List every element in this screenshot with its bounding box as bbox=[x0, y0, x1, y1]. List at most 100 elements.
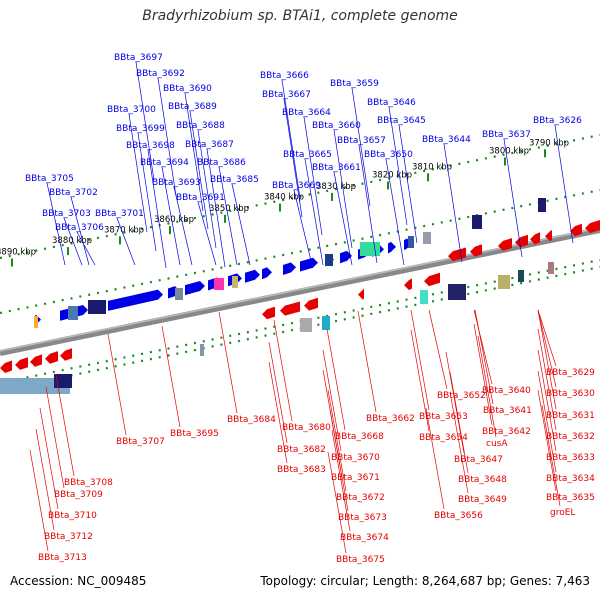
top-label-leader bbox=[218, 166, 238, 266]
top-gene-label: BBta_3664 bbox=[282, 108, 331, 118]
top-label-leader bbox=[385, 158, 405, 266]
bottom-gene-label: BBta_3629 bbox=[546, 368, 595, 378]
top-gene-label: BBta_3689 bbox=[168, 102, 217, 112]
bottom-gene-label: BBta_3671 bbox=[331, 473, 380, 483]
top-gene-label: BBta_3701 bbox=[95, 209, 144, 219]
feature-block bbox=[68, 306, 78, 320]
reverse-gene-arrow bbox=[262, 306, 275, 320]
feature-block bbox=[498, 275, 510, 289]
reverse-gene-arrow bbox=[60, 348, 72, 361]
bottom-gene-label: BBta_3673 bbox=[338, 513, 387, 523]
feature-block bbox=[423, 232, 431, 244]
reverse-gene-arrow bbox=[45, 351, 58, 364]
bottom-gene-label: BBta_3632 bbox=[546, 432, 595, 442]
feature-block bbox=[175, 288, 183, 300]
feature-block bbox=[518, 270, 524, 282]
top-gene-label: BBta_3705 bbox=[25, 174, 74, 184]
top-label-leader bbox=[503, 138, 523, 258]
reverse-gene-arrow bbox=[515, 234, 528, 248]
top-gene-label: BBta_3657 bbox=[337, 136, 386, 146]
feature-block bbox=[538, 198, 546, 212]
genome-axis bbox=[0, 227, 600, 356]
top-label-leader bbox=[161, 166, 181, 266]
bottom-gene-label: BBta_3682 bbox=[277, 445, 326, 455]
top-label-leader bbox=[76, 231, 96, 266]
topology-text: Topology: circular; Length: 8,264,687 bp… bbox=[260, 574, 590, 588]
bottom-gene-label: BBta_3656 bbox=[434, 511, 483, 521]
top-gene-label: BBta_3669 bbox=[272, 181, 321, 191]
bottom-gene-label: BBta_3712 bbox=[44, 532, 93, 542]
top-label-leader bbox=[283, 98, 303, 218]
top-gene-label: BBta_3665 bbox=[283, 150, 332, 160]
bottom-label-leader bbox=[357, 310, 377, 413]
gene-labels: BBta_3697 BBta_3692 BBta_3690 BBta_3700 BBta… bbox=[25, 53, 595, 565]
bottom-label-leader bbox=[107, 333, 127, 436]
bottom-gene-label: groEL bbox=[550, 508, 575, 518]
feature-block bbox=[325, 254, 333, 266]
bottom-gene-label: BBta_3662 bbox=[366, 414, 415, 424]
bottom-gene-label: BBta_3642 bbox=[482, 427, 531, 437]
top-label-leader bbox=[231, 183, 251, 266]
bottom-label-leader bbox=[35, 428, 55, 531]
reverse-gene-arrow bbox=[545, 229, 552, 242]
top-label-leader bbox=[173, 186, 193, 266]
bottom-label-leader bbox=[322, 349, 342, 452]
scale-tick-label: 3840 kbp bbox=[264, 193, 304, 203]
bottom-label-leader bbox=[537, 309, 557, 410]
top-gene-label: BBta_3667 bbox=[262, 90, 311, 100]
bottom-label-leader bbox=[326, 328, 346, 431]
top-label-leader bbox=[351, 87, 371, 207]
reverse-gene-arrow bbox=[404, 278, 412, 291]
bottom-gene-label: BBta_3668 bbox=[335, 432, 384, 442]
reverse-gene-arrow bbox=[585, 220, 600, 234]
bottom-gene-label: BBta_3631 bbox=[546, 411, 595, 421]
forward-gene-arrow bbox=[245, 269, 260, 283]
top-label-leader bbox=[303, 116, 323, 236]
top-label-leader bbox=[70, 196, 90, 266]
feature-block bbox=[548, 262, 554, 274]
forward-gene-arrow bbox=[340, 250, 352, 264]
reverse-gene-arrow bbox=[280, 301, 300, 316]
bottom-label-leader bbox=[473, 323, 493, 426]
bottom-label-leader bbox=[268, 361, 288, 464]
bottom-label-leader bbox=[537, 370, 557, 473]
accession-text: Accession: NC_009485 bbox=[10, 574, 147, 588]
top-label-leader bbox=[554, 124, 574, 244]
top-gene-label: BBta_3693 bbox=[152, 178, 201, 188]
top-label-leader bbox=[443, 143, 463, 263]
top-gene-label: BBta_3666 bbox=[260, 71, 309, 81]
bottom-label-leader bbox=[410, 329, 430, 432]
feature-block bbox=[232, 276, 238, 288]
bottom-gene-label: BBta_3672 bbox=[336, 493, 385, 503]
feature-block bbox=[472, 215, 482, 229]
top-label-leader bbox=[147, 149, 167, 269]
reverse-gene-arrow bbox=[570, 223, 582, 237]
bottom-gene-label: BBta_3674 bbox=[340, 533, 389, 543]
scale-tick-label: 3850 kbp bbox=[209, 204, 249, 214]
label-leaders bbox=[29, 61, 574, 554]
scale-tick-label: 3820 kbp bbox=[372, 170, 412, 180]
feature-block bbox=[200, 344, 204, 356]
bottom-gene-label: BBta_3652 bbox=[437, 391, 486, 401]
bottom-gene-label: BBta_3641 bbox=[483, 406, 532, 416]
top-gene-label: BBta_3699 bbox=[116, 124, 165, 134]
bottom-label-leader bbox=[537, 349, 557, 452]
reverse-gene-arrow bbox=[30, 354, 42, 367]
top-gene-label: BBta_3646 bbox=[367, 98, 416, 108]
top-gene-label: BBta_3688 bbox=[176, 121, 225, 131]
top-gene-label: BBta_3644 bbox=[422, 135, 471, 145]
top-label-leader bbox=[206, 148, 226, 268]
top-gene-label: BBta_3691 bbox=[176, 193, 225, 203]
forward-gene-arrow bbox=[300, 257, 318, 272]
bottom-label-leader bbox=[541, 404, 561, 507]
bottom-gene-label: cusA bbox=[486, 439, 508, 449]
bottom-label-leader bbox=[425, 407, 445, 510]
top-label-leader bbox=[358, 144, 378, 264]
bottom-gene-label: BBta_3708 bbox=[64, 478, 113, 488]
bottom-label-leader bbox=[537, 389, 557, 492]
forward-gene-arrow bbox=[283, 262, 296, 275]
bottom-gene-label: BBta_3709 bbox=[54, 490, 103, 500]
feature-block bbox=[360, 242, 380, 256]
top-label-leader bbox=[128, 113, 148, 233]
